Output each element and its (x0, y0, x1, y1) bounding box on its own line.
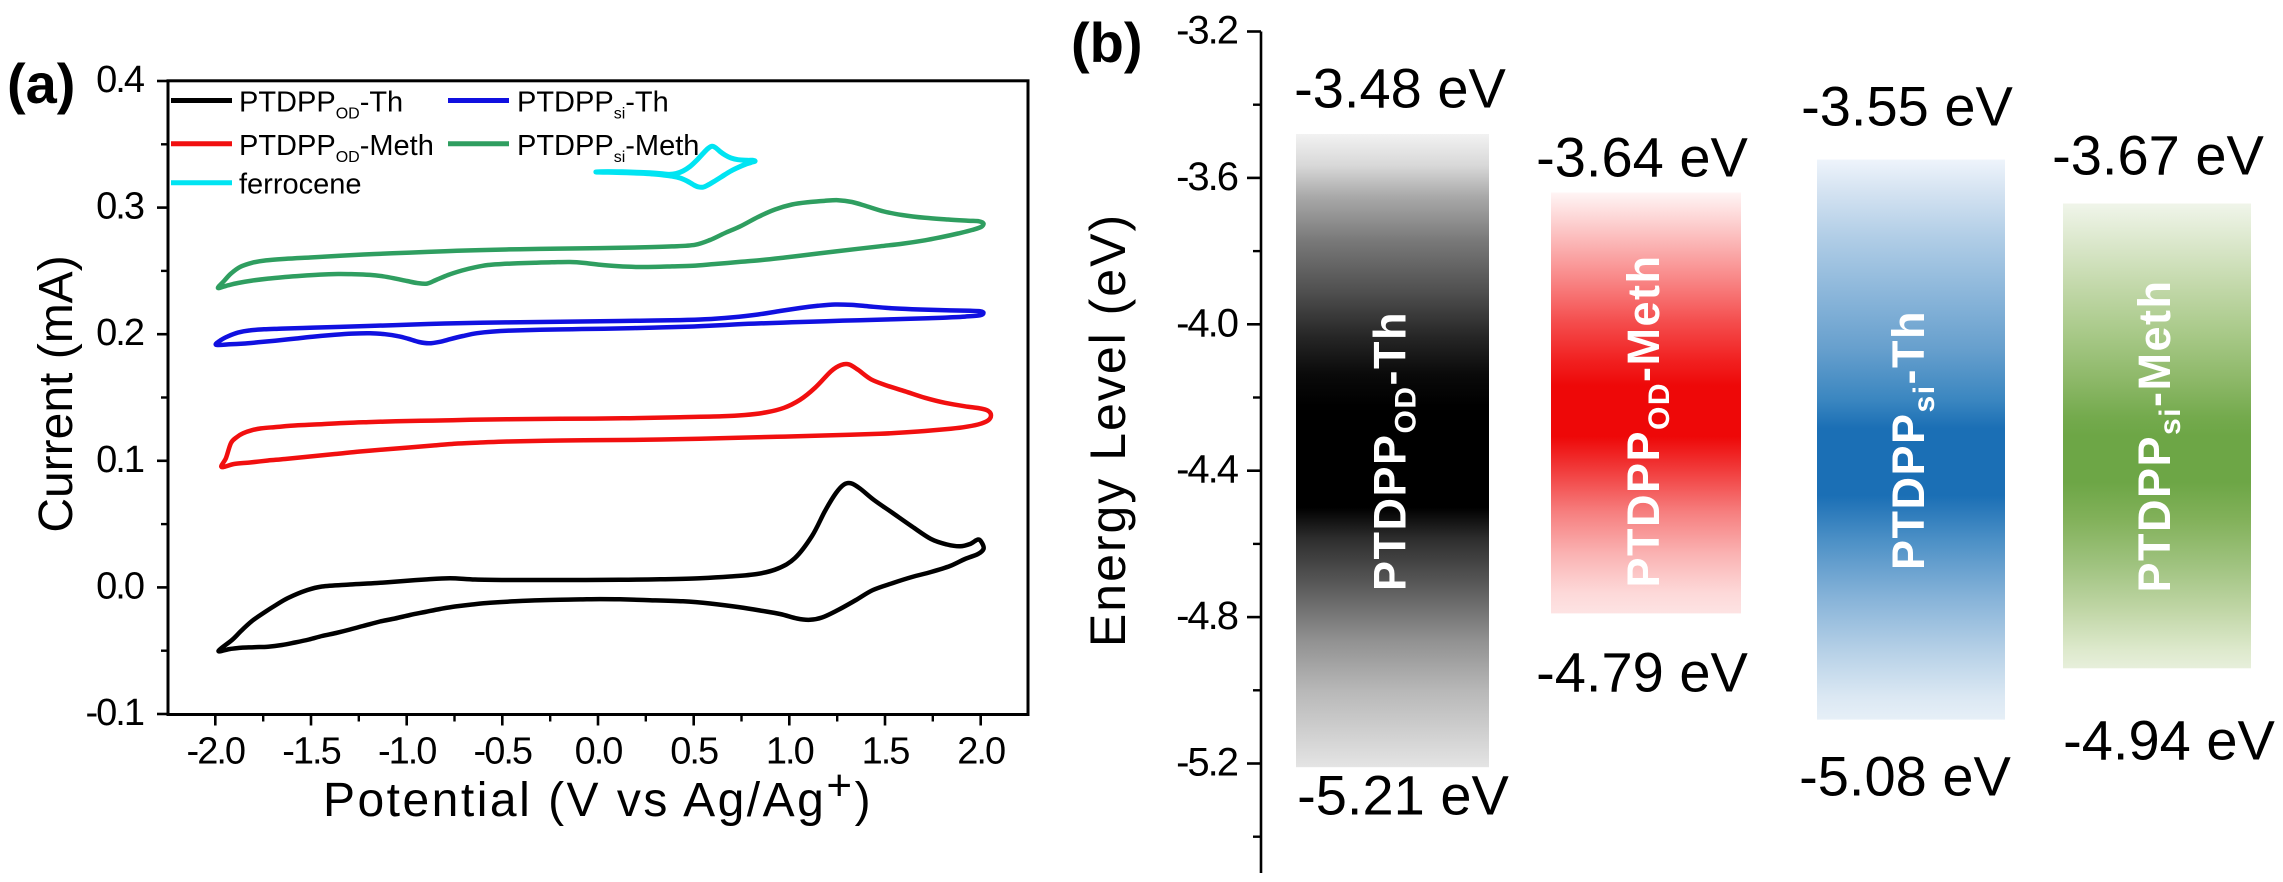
svg-text:1.5: 1.5 (862, 731, 910, 773)
svg-text:PTDPPsi-Meth: PTDPPsi-Meth (2129, 279, 2187, 592)
svg-text:-3.55 eV: -3.55 eV (1801, 75, 2013, 138)
svg-text:PTDPPsi-Th: PTDPPsi-Th (517, 87, 669, 123)
svg-text:1.0: 1.0 (766, 731, 814, 773)
svg-text:0.0: 0.0 (575, 731, 623, 773)
svg-text:(b): (b) (1071, 11, 1143, 74)
svg-text:0.2: 0.2 (96, 312, 144, 354)
svg-text:PTDPPOD-Th: PTDPPOD-Th (1365, 311, 1423, 591)
svg-text:-2.0: -2.0 (187, 731, 245, 773)
svg-text:2.0: 2.0 (957, 731, 1005, 773)
svg-text:0.3: 0.3 (96, 186, 144, 228)
svg-text:-0.1: -0.1 (86, 692, 144, 734)
svg-text:-4.94 eV: -4.94 eV (2063, 709, 2275, 772)
svg-text:(a): (a) (7, 52, 75, 115)
svg-text:PTDPPsi-Th: PTDPPsi-Th (1883, 310, 1941, 570)
svg-text:-4.4: -4.4 (1176, 448, 1239, 492)
svg-text:PTDPPOD-Th: PTDPPOD-Th (239, 87, 403, 123)
svg-text:0.1: 0.1 (96, 439, 144, 481)
svg-text:-0.5: -0.5 (474, 731, 532, 773)
svg-text:-1.5: -1.5 (282, 731, 340, 773)
svg-text:0.5: 0.5 (670, 731, 718, 773)
svg-text:-4.0: -4.0 (1176, 301, 1238, 345)
svg-text:-1.0: -1.0 (378, 731, 436, 773)
svg-text:0.4: 0.4 (96, 59, 145, 101)
svg-text:Energy Level (eV): Energy Level (eV) (1080, 213, 1136, 647)
svg-text:Current (mA): Current (mA) (30, 255, 83, 532)
svg-text:0.0: 0.0 (96, 565, 144, 607)
svg-text:ferrocene: ferrocene (239, 169, 362, 201)
svg-text:-5.21 eV: -5.21 eV (1297, 764, 1509, 827)
svg-text:PTDPPsi-Meth: PTDPPsi-Meth (517, 130, 699, 166)
svg-text:-3.64 eV: -3.64 eV (1536, 126, 1748, 189)
svg-text:-3.67 eV: -3.67 eV (2052, 124, 2264, 187)
svg-text:-4.8: -4.8 (1176, 594, 1238, 638)
svg-text:-3.48 eV: -3.48 eV (1294, 57, 1506, 120)
svg-text:-4.79 eV: -4.79 eV (1536, 641, 1748, 704)
svg-text:-3.6: -3.6 (1176, 155, 1238, 199)
svg-text:-5.08 eV: -5.08 eV (1799, 745, 2011, 808)
svg-text:-5.2: -5.2 (1176, 741, 1238, 785)
svg-text:-3.2: -3.2 (1176, 9, 1238, 53)
